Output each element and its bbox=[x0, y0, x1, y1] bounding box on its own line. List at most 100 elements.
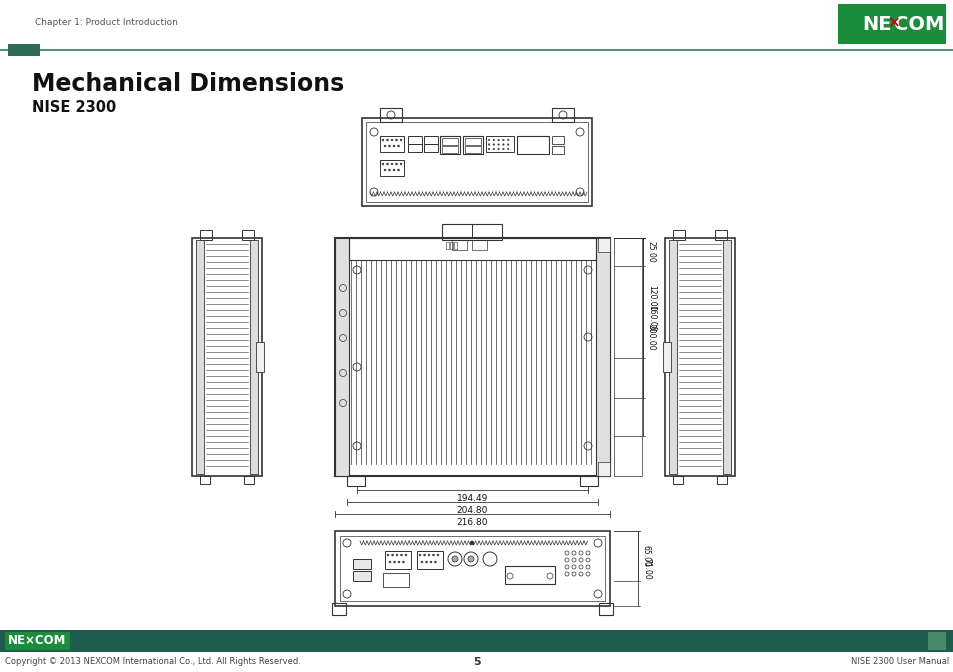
Bar bbox=[332, 603, 346, 615]
Circle shape bbox=[397, 145, 399, 147]
Bar bbox=[462, 136, 482, 154]
Text: 65.00: 65.00 bbox=[641, 545, 650, 567]
Circle shape bbox=[497, 139, 498, 141]
Bar bbox=[353, 571, 371, 581]
Bar bbox=[379, 136, 403, 152]
Circle shape bbox=[386, 163, 388, 165]
Circle shape bbox=[507, 144, 509, 145]
Circle shape bbox=[393, 169, 395, 171]
Text: Mechanical Dimensions: Mechanical Dimensions bbox=[32, 72, 344, 96]
Bar bbox=[349, 238, 596, 260]
Text: 200.00: 200.00 bbox=[646, 324, 656, 350]
Bar bbox=[504, 566, 555, 584]
Text: 216.80: 216.80 bbox=[456, 518, 488, 527]
Bar bbox=[596, 238, 609, 476]
Circle shape bbox=[507, 149, 509, 150]
Circle shape bbox=[388, 169, 390, 171]
Bar bbox=[200, 230, 212, 240]
Bar bbox=[464, 146, 480, 153]
Bar bbox=[714, 230, 726, 240]
Bar bbox=[452, 240, 467, 250]
Circle shape bbox=[502, 149, 504, 150]
Bar bbox=[242, 230, 253, 240]
Circle shape bbox=[400, 554, 402, 556]
Circle shape bbox=[488, 139, 489, 141]
Circle shape bbox=[391, 163, 393, 165]
Text: 25.00: 25.00 bbox=[646, 241, 656, 263]
Circle shape bbox=[423, 554, 425, 556]
Bar bbox=[441, 138, 457, 145]
Bar bbox=[672, 476, 682, 484]
Circle shape bbox=[507, 139, 509, 141]
Bar bbox=[335, 238, 609, 476]
Bar bbox=[472, 240, 486, 250]
Bar bbox=[335, 238, 349, 476]
Text: Copyright © 2013 NEXCOM International Co., Ltd. All Rights Reserved.: Copyright © 2013 NEXCOM International Co… bbox=[5, 657, 300, 666]
Bar bbox=[379, 160, 403, 176]
Circle shape bbox=[502, 144, 504, 145]
Circle shape bbox=[381, 163, 384, 165]
Bar bbox=[385, 551, 411, 569]
Text: NE×COM: NE×COM bbox=[8, 634, 66, 648]
Bar bbox=[250, 240, 257, 474]
Bar bbox=[446, 242, 449, 249]
Bar bbox=[408, 144, 421, 152]
Bar bbox=[454, 242, 456, 249]
Circle shape bbox=[402, 561, 404, 563]
Bar bbox=[379, 108, 401, 122]
Bar bbox=[717, 476, 726, 484]
Circle shape bbox=[493, 144, 494, 145]
Text: 120.00: 120.00 bbox=[646, 285, 656, 311]
Circle shape bbox=[405, 554, 407, 556]
Bar bbox=[423, 144, 437, 152]
Bar bbox=[668, 240, 677, 474]
Circle shape bbox=[470, 541, 474, 545]
Bar bbox=[0, 630, 953, 652]
Circle shape bbox=[399, 163, 401, 165]
Circle shape bbox=[502, 139, 504, 141]
Bar bbox=[195, 240, 204, 474]
Bar bbox=[552, 146, 563, 154]
Circle shape bbox=[488, 149, 489, 150]
Bar bbox=[517, 136, 548, 154]
Bar bbox=[192, 238, 262, 476]
Bar bbox=[664, 238, 734, 476]
Bar bbox=[672, 230, 684, 240]
Bar bbox=[598, 238, 609, 252]
Bar bbox=[598, 462, 609, 476]
Text: ×: × bbox=[885, 15, 899, 30]
Circle shape bbox=[468, 556, 474, 562]
Bar bbox=[439, 136, 459, 154]
Text: 160.00: 160.00 bbox=[646, 304, 656, 331]
Bar bbox=[485, 136, 514, 152]
Circle shape bbox=[395, 163, 397, 165]
Bar bbox=[450, 242, 453, 249]
Bar bbox=[464, 138, 480, 145]
Circle shape bbox=[428, 554, 430, 556]
Circle shape bbox=[388, 145, 390, 147]
Circle shape bbox=[432, 554, 434, 556]
Bar bbox=[598, 603, 613, 615]
Bar bbox=[927, 632, 945, 650]
Bar bbox=[441, 146, 457, 153]
Bar bbox=[255, 342, 264, 372]
Circle shape bbox=[434, 561, 436, 563]
Circle shape bbox=[420, 561, 422, 563]
Circle shape bbox=[384, 169, 386, 171]
Bar bbox=[614, 238, 641, 476]
Bar bbox=[416, 551, 442, 569]
Text: NE: NE bbox=[862, 15, 891, 34]
Circle shape bbox=[387, 554, 389, 556]
Bar bbox=[347, 476, 365, 486]
Circle shape bbox=[384, 145, 386, 147]
Text: 71.00: 71.00 bbox=[641, 558, 650, 579]
Circle shape bbox=[395, 139, 397, 141]
Circle shape bbox=[452, 556, 457, 562]
Text: Chapter 1: Product Introduction: Chapter 1: Product Introduction bbox=[35, 18, 177, 27]
Bar bbox=[339, 536, 604, 601]
Circle shape bbox=[436, 554, 438, 556]
Circle shape bbox=[393, 145, 395, 147]
Circle shape bbox=[493, 149, 494, 150]
Bar bbox=[5, 632, 70, 650]
Circle shape bbox=[497, 149, 498, 150]
